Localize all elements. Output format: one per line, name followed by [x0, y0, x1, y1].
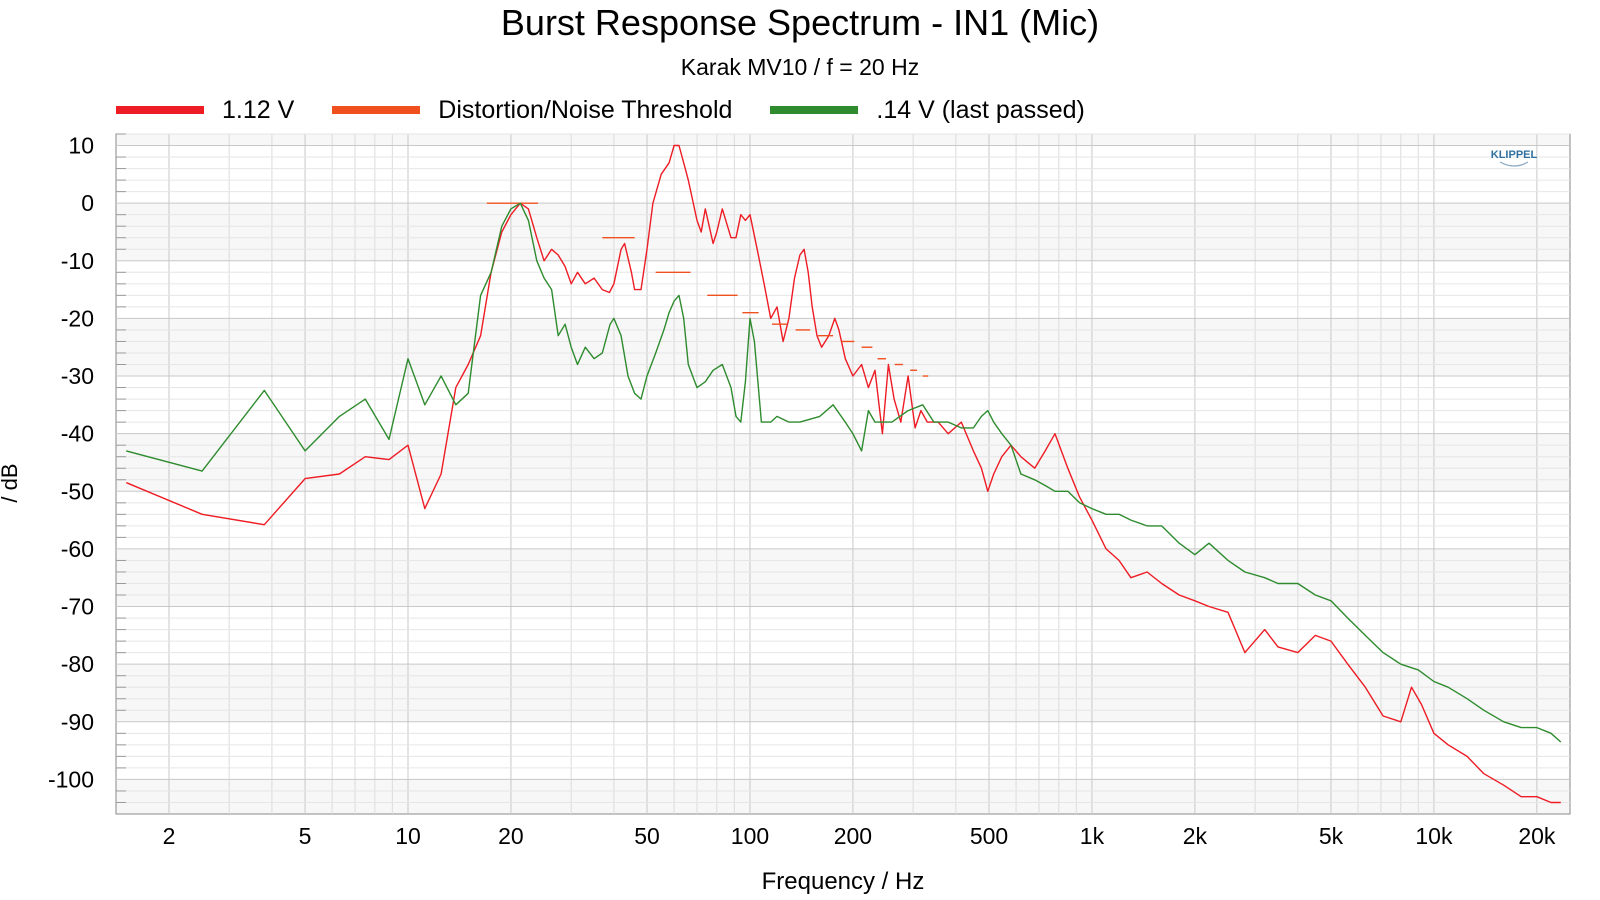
legend-swatch-threshold [332, 106, 421, 114]
x-tick-label-8: 1k [1080, 823, 1105, 849]
y-tick-label-7: -60 [61, 536, 94, 562]
series-line-2 [126, 202, 1562, 743]
plot-band-0 [117, 145, 1569, 204]
x-tick-label-11: 10k [1415, 823, 1453, 849]
y-tick-label-4: -30 [61, 363, 94, 389]
x-axis-label: Frequency / Hz [761, 868, 925, 895]
y-tick-label-6: -50 [61, 478, 94, 504]
x-tick-label-2: 10 [395, 823, 421, 849]
y-tick-label-8: -70 [61, 594, 94, 620]
x-tick-label-9: 2k [1183, 823, 1208, 849]
y-tick-label-2: -10 [61, 248, 94, 274]
plot-band-2 [117, 376, 1569, 434]
x-tick-label-10: 5k [1319, 823, 1344, 849]
plot-band-4 [117, 606, 1569, 665]
y-axis-label: / dB [0, 463, 22, 502]
x-tick-label-7: 500 [970, 823, 1008, 849]
chart-title: Burst Response Spectrum - IN1 (Mic) [500, 2, 1100, 43]
legend-label-0-14v: .14 V (last passed) [876, 95, 1085, 124]
y-tick-label-0: 10 [68, 133, 94, 159]
y-tick-label-10: -90 [61, 709, 94, 735]
plot-background [115, 133, 1571, 815]
y-tick-label-5: -40 [61, 421, 94, 447]
series-line-0 [125, 144, 1561, 804]
plot-band-3 [117, 491, 1569, 549]
legend-entry-1-12v: 1.12 V [116, 96, 294, 125]
legend-label-1-12v: 1.12 V [222, 95, 295, 124]
legend-entry-threshold: Distortion/Noise Threshold [332, 96, 732, 125]
legend: 1.12 V Distortion/Noise Threshold .14 V … [116, 94, 1123, 126]
klippel-logo-icon [1499, 161, 1529, 167]
x-tick-label-5: 100 [731, 823, 769, 849]
y-tick-label-1: 0 [81, 190, 94, 216]
legend-label-threshold: Distortion/Noise Threshold [438, 95, 733, 124]
y-tick-label-3: -20 [61, 305, 94, 331]
plot-band-5 [117, 721, 1569, 780]
klippel-logo-text: KLIPPEL [1491, 149, 1538, 161]
legend-swatch-1-12v [116, 106, 204, 114]
x-tick-label-12: 20k [1518, 823, 1556, 849]
legend-entry-0-14v: .14 V (last passed) [770, 95, 1085, 125]
x-tick-label-6: 200 [834, 823, 872, 849]
x-tick-label-3: 20 [498, 823, 524, 849]
y-tick-label-9: -80 [61, 651, 94, 677]
legend-swatch-0-14v [770, 106, 859, 114]
x-tick-label-0: 2 [163, 823, 176, 849]
x-tick-label-1: 5 [299, 823, 312, 849]
x-tick-label-4: 50 [634, 823, 660, 849]
plot-band-1 [117, 260, 1569, 319]
y-tick-label-11: -100 [48, 766, 94, 792]
chart-subtitle: Karak MV10 / f = 20 Hz [680, 54, 920, 80]
